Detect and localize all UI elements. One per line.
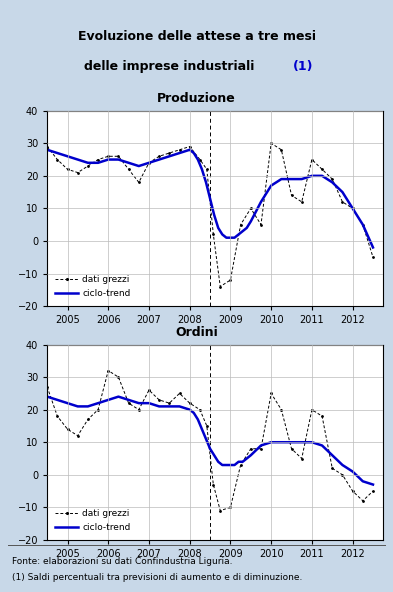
Text: Evoluzione delle attese a tre mesi: Evoluzione delle attese a tre mesi (77, 31, 316, 43)
Text: delle imprese industriali: delle imprese industriali (84, 60, 258, 73)
Legend: dati grezzi, ciclo-trend: dati grezzi, ciclo-trend (51, 272, 134, 301)
Text: (1) Saldi percentuali tra previsioni di aumento e di diminuzione.: (1) Saldi percentuali tra previsioni di … (12, 573, 302, 583)
Text: Ordini: Ordini (175, 326, 218, 339)
Text: delle imprese industriali (1): delle imprese industriali (1) (99, 62, 294, 75)
Text: Evoluzione delle attese a tre mesi: Evoluzione delle attese a tre mesi (77, 28, 316, 41)
Text: Fonte: elaborazioni su dati Confindustria Liguria.: Fonte: elaborazioni su dati Confindustri… (12, 556, 232, 565)
Text: (1): (1) (293, 60, 314, 73)
Text: delle imprese industriali: delle imprese industriali (109, 62, 284, 75)
Text: Produzione: Produzione (157, 92, 236, 105)
Legend: dati grezzi, ciclo-trend: dati grezzi, ciclo-trend (51, 506, 134, 535)
